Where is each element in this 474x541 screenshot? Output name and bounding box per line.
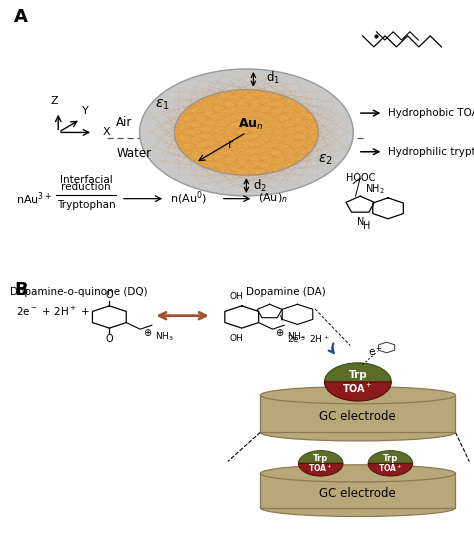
Text: NH$_2$: NH$_2$ [365,182,385,196]
Ellipse shape [260,499,456,517]
Text: Water: Water [116,147,152,160]
Text: OH: OH [229,292,243,301]
Text: Hydrophobic TOAB: Hydrophobic TOAB [388,108,474,118]
Text: NH$_3$: NH$_3$ [155,330,174,342]
Wedge shape [324,363,392,382]
Text: GC electrode: GC electrode [319,487,396,500]
Ellipse shape [260,387,456,404]
Text: nAu$^{3+}$: nAu$^{3+}$ [17,190,52,207]
FancyBboxPatch shape [260,473,456,508]
Text: NH$_3$: NH$_3$ [287,330,306,342]
Text: Trp: Trp [348,370,367,380]
Text: TOA$^+$: TOA$^+$ [343,382,373,395]
Ellipse shape [260,424,456,441]
Text: A: A [14,8,28,27]
Text: X: X [102,128,110,137]
Text: Z: Z [51,96,58,106]
Text: 2e$^-$ 2H$^+$: 2e$^-$ 2H$^+$ [287,334,330,345]
Text: r: r [228,138,233,151]
Ellipse shape [260,465,456,482]
Text: O: O [106,290,113,300]
Text: Tryptophan: Tryptophan [57,200,116,210]
Text: Y: Y [82,107,89,116]
Text: Au$_n$: Au$_n$ [238,117,264,131]
Wedge shape [368,451,413,463]
Circle shape [139,69,353,196]
Wedge shape [368,463,413,476]
Circle shape [174,90,319,175]
Text: H: H [363,221,370,230]
Text: Air: Air [116,116,133,129]
Text: (Au)$_n$: (Au)$_n$ [258,192,288,206]
Wedge shape [324,382,392,401]
Text: $\varepsilon_1$: $\varepsilon_1$ [155,97,170,112]
Text: n(Au$^0$): n(Au$^0$) [170,190,207,207]
Text: 2e$^-$ + 2H$^+$ +: 2e$^-$ + 2H$^+$ + [17,305,91,318]
Text: N: N [356,217,364,227]
Text: Dopamine (DA): Dopamine (DA) [246,287,326,296]
Wedge shape [299,451,343,463]
Text: HOOC: HOOC [346,173,375,183]
Text: d$_1$: d$_1$ [266,70,281,86]
Text: Dopamine-o-quinone (DQ): Dopamine-o-quinone (DQ) [10,287,148,296]
Text: reduction: reduction [61,182,111,192]
Text: Interfacial: Interfacial [60,175,112,185]
Text: $\oplus$: $\oplus$ [275,327,284,338]
Text: GC electrode: GC electrode [319,410,396,423]
Text: d$_2$: d$_2$ [253,177,267,194]
Text: $\varepsilon_2$: $\varepsilon_2$ [318,153,333,167]
Text: Trp: Trp [313,454,328,463]
Text: TOA$^+$: TOA$^+$ [378,462,403,474]
Text: $\oplus$: $\oplus$ [143,327,152,338]
FancyBboxPatch shape [260,395,456,432]
Text: e$^-$: e$^-$ [368,347,383,358]
Text: Trp: Trp [383,454,398,463]
Text: O: O [106,334,113,344]
FancyArrowPatch shape [328,344,334,353]
Text: OH: OH [229,334,243,343]
Text: B: B [14,281,28,299]
Text: Hydrophilic tryptophan: Hydrophilic tryptophan [388,147,474,157]
Wedge shape [299,463,343,476]
Text: TOA$^+$: TOA$^+$ [309,462,333,474]
